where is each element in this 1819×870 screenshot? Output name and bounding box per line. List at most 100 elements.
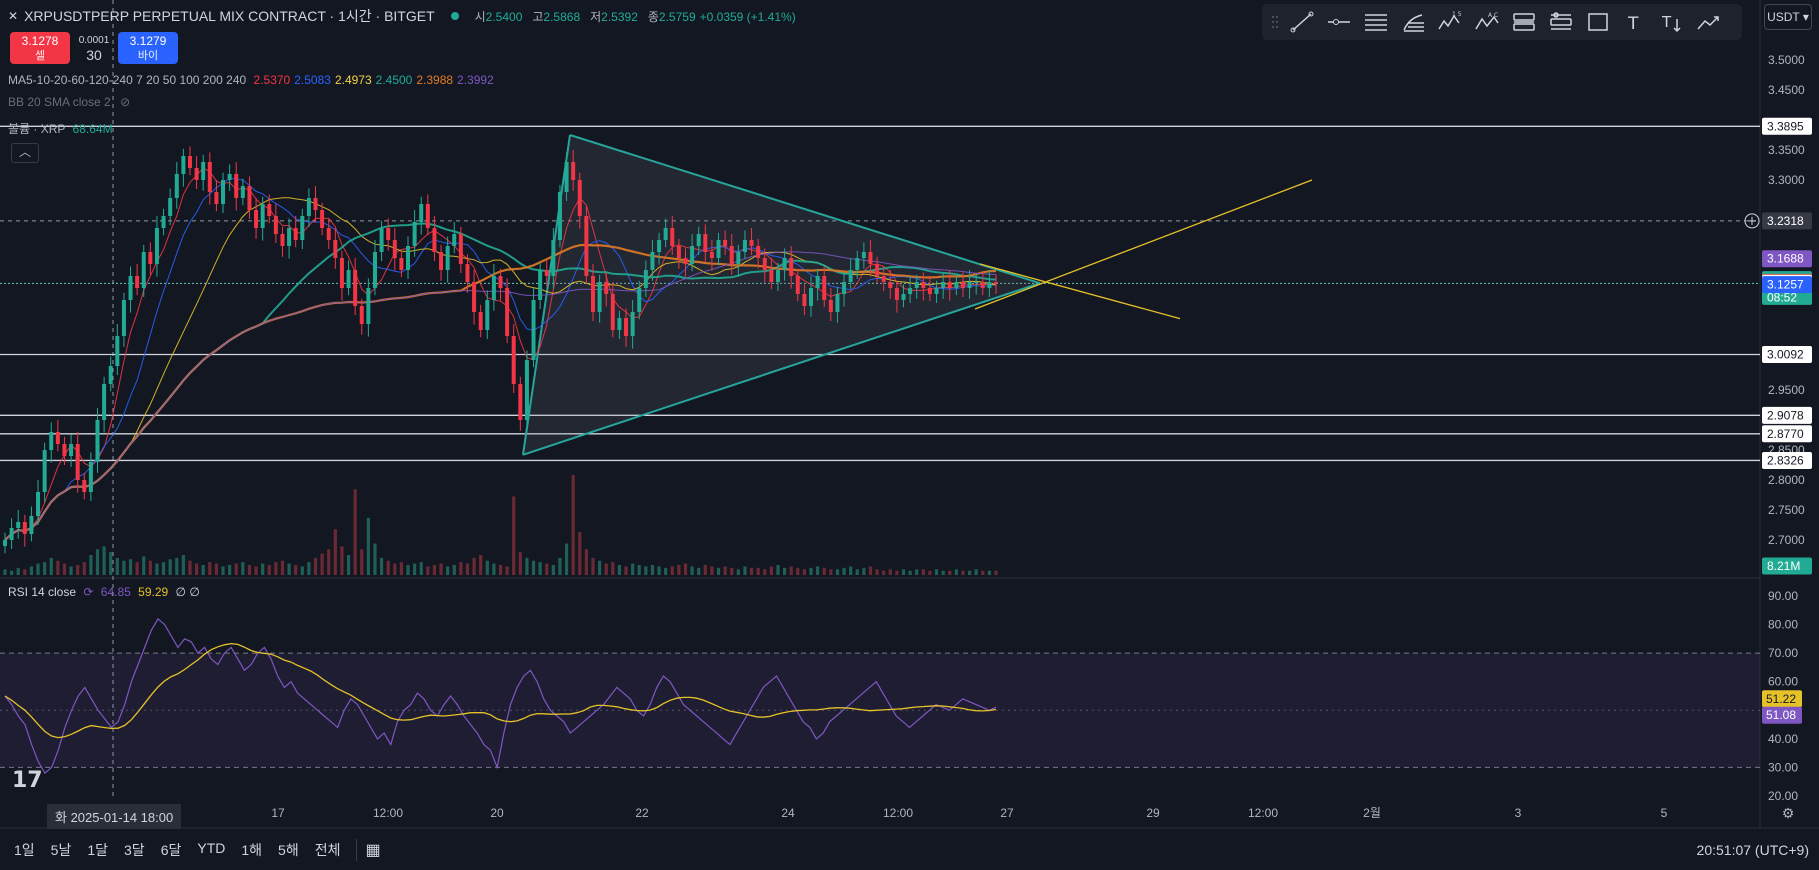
range-button-4[interactable]: 6달 [160,842,182,858]
candle [960,272,965,297]
volume-bar [868,566,873,575]
volume-bar [564,543,569,575]
volume-bar [690,566,694,575]
time-tick: 17 [271,806,285,820]
range-button-1[interactable]: 5날 [50,842,72,858]
drag-handle-icon[interactable] [1268,7,1282,37]
rsi-label-bg [1762,690,1802,708]
calendar-icon[interactable]: ▦ [365,842,381,859]
candle-body [604,282,609,294]
volume-bar [981,570,985,575]
candle [571,150,576,191]
elliott-wave-icon[interactable]: 1 5 [1432,7,1467,37]
volume-bar [822,567,826,575]
volume-bar [161,562,166,575]
range-button-0[interactable]: 1일 [14,842,35,858]
volume-bar [432,565,437,575]
volume-bar [908,570,912,575]
buy-button[interactable]: 3.1279 바이 [118,32,178,64]
candle-body [234,174,239,198]
rsi-tick: 30.00 [1768,760,1798,774]
parallel-channel-icon[interactable] [1358,7,1393,37]
text-note-icon[interactable]: T [1654,7,1689,37]
candle-body [531,300,536,360]
candle-body [247,186,252,210]
candle-body [88,462,93,492]
ohlc-close: 종2.5759 +0.0359 (+1.41%) [648,8,796,25]
range-button-6[interactable]: 1해 [241,842,263,858]
candle [947,270,952,301]
volume-bar [148,560,152,575]
triangle-pattern[interactable] [522,134,1313,456]
volume-bar [703,565,707,575]
text-icon[interactable]: T [1617,7,1652,37]
candle [842,272,847,307]
volume-bar [829,569,833,575]
ma-legend[interactable]: MA5-10-20-60-120-240 7 20 50 100 200 240… [8,73,502,87]
symbol-title[interactable]: XRPUSDTPERP PERPETUAL MIX CONTRACT · 1시간… [24,8,435,24]
candle [584,206,589,284]
rectangle-icon[interactable] [1580,7,1615,37]
path-icon[interactable] [1691,7,1726,37]
candle-body [723,240,728,246]
rsi-legend[interactable]: RSI 14 close ⟳ 64.85 59.29 ∅ ∅ [8,585,200,599]
countdown-text: 08:52 [1767,290,1797,304]
tradingview-logo[interactable]: 17 [12,768,43,793]
volume-bar [82,562,86,575]
candle [95,408,100,473]
volume-bar [254,566,258,575]
clock[interactable]: 20:51:07 (UTC+9) [1696,842,1809,858]
volume-bar [670,566,674,575]
candle [293,216,298,248]
eye-off-icon[interactable]: ⊘ [120,95,131,109]
volume-bar [948,570,952,575]
range-button-8[interactable]: 전체 [314,842,341,858]
candle-body [22,522,27,534]
volume-bar [862,567,866,575]
range-button-7[interactable]: 5해 [278,842,299,858]
trend-line-icon[interactable] [1284,7,1319,37]
volume-bar [631,563,635,575]
add-alert-icon [1744,213,1760,229]
price-tick: 2.7500 [1768,503,1805,517]
candle-body [670,228,675,246]
volume-bar [479,555,483,575]
candle [75,432,80,493]
candle-body [161,216,166,228]
fib-retracement-icon[interactable] [1395,7,1430,37]
collapse-legend-button[interactable]: ︿ [11,143,39,163]
long-position-icon[interactable] [1506,7,1541,37]
range-button-3[interactable]: 3달 [124,842,145,858]
quantity-value[interactable]: 30 [86,47,102,63]
abcd-pattern-icon[interactable]: A C [1469,7,1504,37]
candle-body [399,258,404,270]
volume-legend[interactable]: 볼륨 · XRP 68.64M [8,120,113,137]
short-position-icon[interactable] [1543,7,1578,37]
sell-button[interactable]: 3.1278 셀 [10,32,70,64]
price-label-bb-upper: 3.1688 [1762,250,1812,268]
volume-bar [835,569,840,575]
time-tick: 12:00 [1248,806,1278,820]
candle-body [597,282,602,312]
volume-bar [29,566,34,575]
candle [300,208,305,249]
time-axis[interactable]: 17 12:00 20 22 24 12:00 27 29 12:00 2월 3 5 ⚙ [271,806,1794,822]
candle [888,270,893,299]
low-label: 저 [590,9,602,24]
currency-select[interactable]: USDT ▾ [1764,4,1812,30]
range-button-2[interactable]: 1달 [87,842,109,858]
candle-body [815,276,820,288]
candle [756,238,761,269]
rsi-tick: 70.00 [1768,646,1798,660]
candle-body [934,288,939,294]
candle [670,216,675,255]
range-button-5[interactable]: YTD [197,840,226,856]
volume-bar [168,559,172,575]
bb-legend[interactable]: BB 20 SMA close 2 ⊘ [8,95,130,109]
price-axis[interactable]: 3.50003.45003.35003.30002.95002.85002.80… [1744,53,1812,803]
candle [676,238,681,269]
horizontal-ray-icon[interactable] [1321,7,1356,37]
horizontal-levels [0,125,1760,462]
candle [491,264,496,311]
